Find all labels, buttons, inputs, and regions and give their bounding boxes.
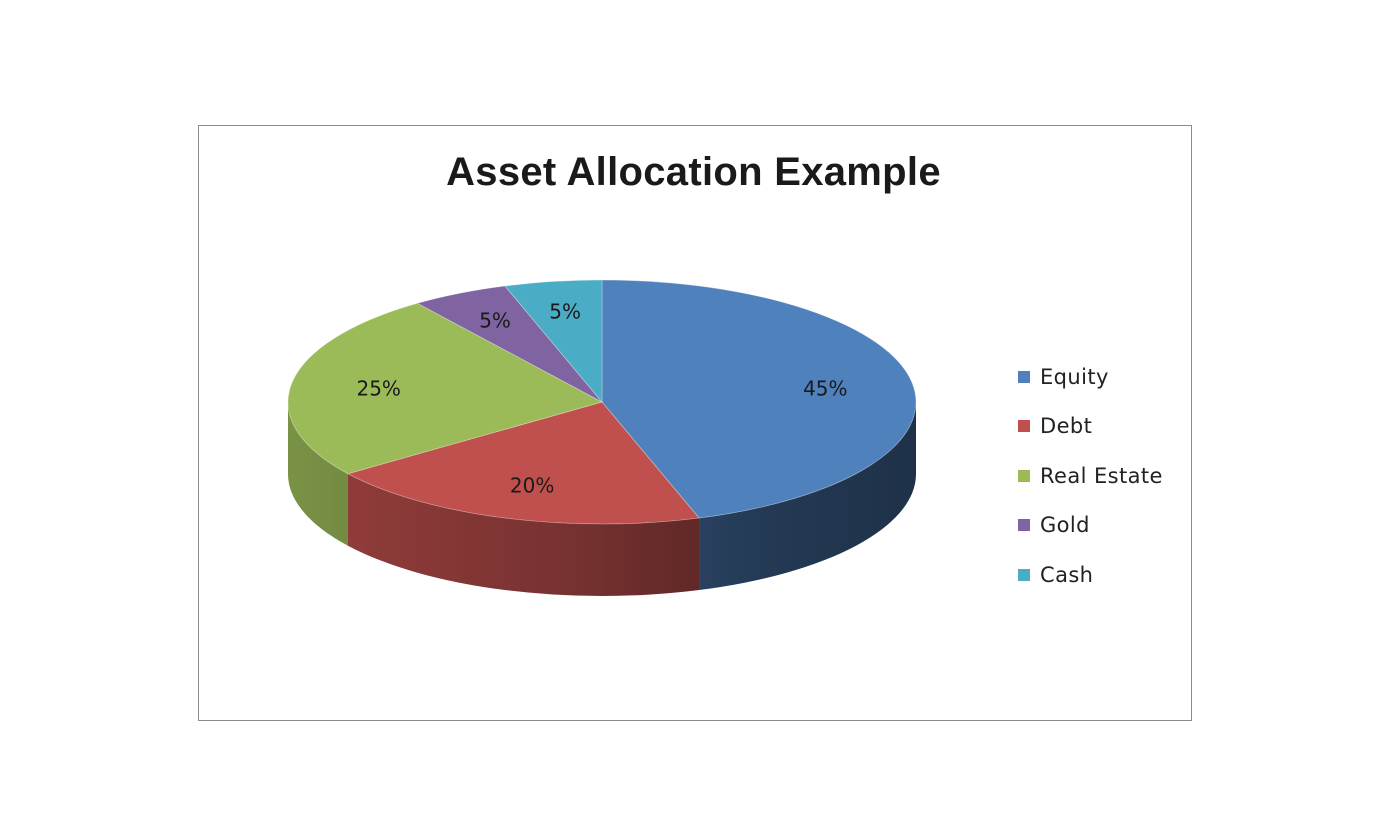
slice-side-equity: [699, 402, 916, 591]
legend-item-real-estate[interactable]: Real Estate: [1018, 451, 1163, 501]
legend-swatch: [1018, 420, 1030, 433]
legend-swatch: [1018, 370, 1030, 383]
slice-equity[interactable]: [601, 279, 917, 519]
slice-real-estate[interactable]: [287, 302, 604, 475]
legend-swatch: [1018, 568, 1030, 581]
data-label-cash: 5%: [549, 300, 581, 324]
data-label-equity: 45%: [803, 376, 847, 400]
legend-item-gold[interactable]: Gold: [1018, 501, 1163, 551]
chart-title: Asset Allocation Example: [446, 150, 941, 194]
legend-label: Debt: [1040, 414, 1093, 439]
slice-debt[interactable]: [346, 401, 700, 525]
slice-cash[interactable]: [504, 279, 603, 404]
legend-label: Equity: [1040, 364, 1109, 389]
legend-item-equity[interactable]: Equity: [1018, 352, 1163, 402]
legend: Equity Debt Real Estate Gold Cash: [1018, 352, 1163, 600]
legend-label: Cash: [1040, 562, 1094, 587]
slice-side-debt: [347, 473, 700, 596]
legend-item-debt[interactable]: Debt: [1018, 402, 1163, 452]
data-label-gold: 5%: [479, 308, 511, 332]
slice-gold[interactable]: [416, 285, 603, 403]
legend-swatch: [1018, 469, 1030, 482]
pie-labels: 45% 20% 25% 5% 5%: [356, 300, 847, 498]
legend-label: Gold: [1040, 513, 1090, 538]
data-label-debt: 20%: [510, 474, 554, 498]
pie-sides: [288, 402, 916, 596]
slice-side-real-estate: [288, 402, 348, 546]
legend-swatch: [1018, 519, 1030, 532]
legend-item-cash[interactable]: Cash: [1018, 550, 1163, 600]
pie-tops: [287, 279, 917, 525]
legend-label: Real Estate: [1040, 463, 1163, 488]
data-label-real-estate: 25%: [356, 376, 400, 400]
